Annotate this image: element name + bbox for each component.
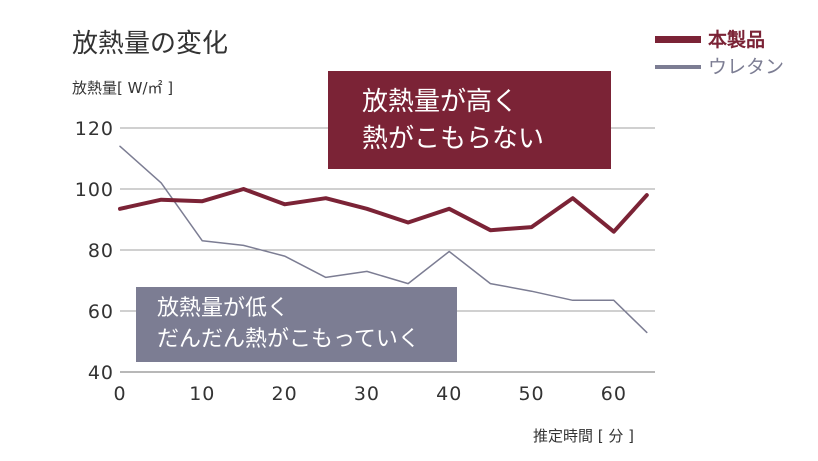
y-axis-label: 放熱量[ W/㎡ ] — [72, 79, 173, 97]
callout-high-line-2: 熱がこもらない — [362, 124, 544, 154]
legend-swatch-urethane — [655, 65, 701, 69]
series-line-product — [118, 187, 649, 234]
legend: 本製品 ウレタン — [655, 28, 784, 78]
series-lines — [118, 145, 649, 334]
x-tick-label: 50 — [518, 383, 544, 405]
x-axis-label: 推定時間 [ 分 ] — [533, 427, 634, 445]
callout-high-box — [328, 71, 611, 169]
x-tick-label: 40 — [436, 383, 462, 405]
callout-high-line-1: 放熱量が高く — [362, 87, 518, 117]
legend-label-urethane: ウレタン — [708, 56, 784, 78]
callout-low: 放熱量が低く だんだん熱がこもっていく — [136, 287, 457, 362]
y-tick-label: 40 — [88, 362, 114, 384]
y-tick-label: 120 — [75, 118, 114, 140]
x-tick-label: 20 — [272, 383, 298, 405]
callout-low-box — [136, 287, 457, 362]
y-tick-labels: 40 60 80 100 120 — [75, 118, 114, 384]
y-tick-label: 60 — [88, 301, 114, 323]
series-line-urethane — [119, 145, 648, 334]
chart-title: 放熱量の変化 — [72, 29, 228, 59]
legend-swatch-product — [655, 36, 701, 43]
callout-high: 放熱量が高く 熱がこもらない — [328, 71, 611, 169]
y-tick-label: 80 — [88, 240, 114, 262]
x-tick-label: 60 — [601, 383, 627, 405]
x-tick-labels: 0 10 20 30 40 50 60 — [113, 383, 627, 405]
x-tick-label: 10 — [189, 383, 215, 405]
y-tick-label: 100 — [75, 179, 114, 201]
legend-label-product: 本製品 — [708, 28, 765, 51]
x-tick-label: 30 — [354, 383, 380, 405]
x-tick-label: 0 — [113, 383, 126, 405]
callout-low-line-1: 放熱量が低く — [157, 296, 289, 321]
callout-low-line-2: だんだん熱がこもっていく — [157, 327, 420, 352]
